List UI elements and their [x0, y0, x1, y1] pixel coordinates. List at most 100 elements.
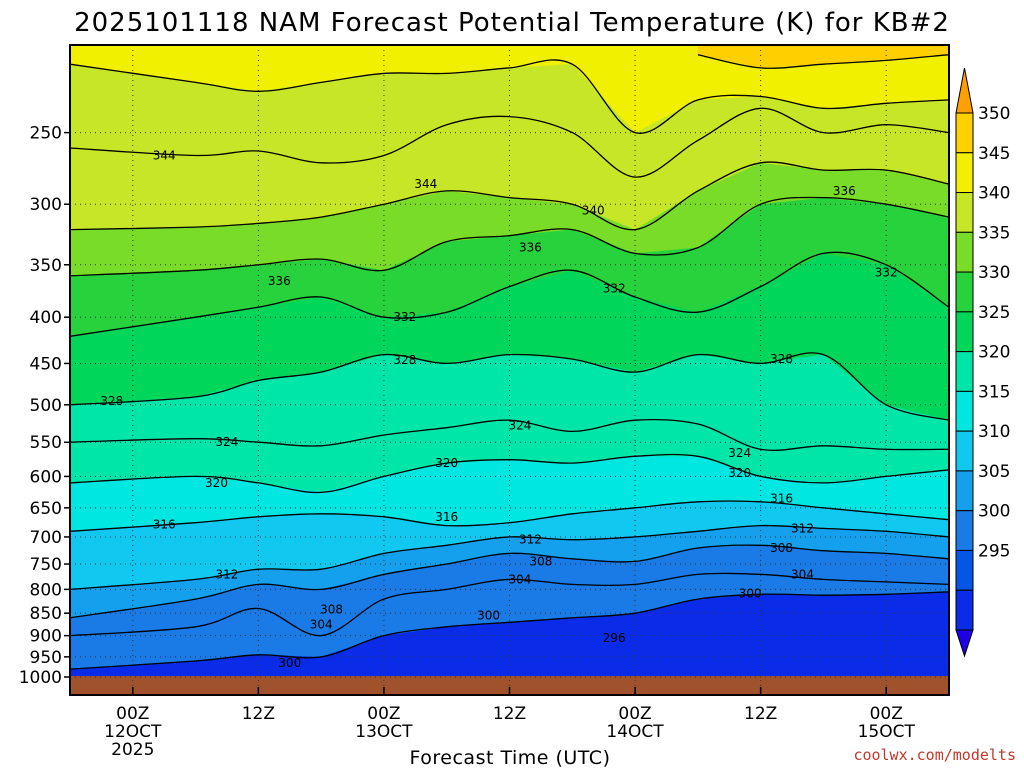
colorbar-label: 295 — [978, 541, 1010, 561]
isentrope-332 — [70, 251, 949, 337]
y-tick-label: 950 — [30, 648, 62, 668]
colorbar-swatch — [955, 351, 974, 392]
y-axis-ticks: 250 300 350 400 450 500 550 600 650 700 750 800 850 9… — [19, 124, 70, 688]
contour-label: 304 — [310, 618, 333, 632]
contour-label: 336 — [833, 184, 856, 198]
y-tick-label: 500 — [30, 396, 62, 416]
y-tick-label: 400 — [30, 308, 62, 328]
colorbar-label: 345 — [978, 144, 1010, 164]
contour-label: 300 — [278, 656, 301, 670]
theta-fill-bands — [70, 45, 949, 695]
isentrope-352 — [697, 54, 949, 69]
contour-label: 332 — [603, 282, 626, 296]
contour-label: 324 — [216, 435, 239, 449]
colorbar-swatch — [955, 311, 974, 353]
x-tick-label: 12OCT — [104, 722, 162, 742]
contour-label: 304 — [791, 567, 814, 581]
contour-label: 296 — [603, 631, 626, 645]
contour-label: 300 — [739, 586, 762, 600]
contour-label: 312 — [519, 533, 542, 547]
contour-label: 308 — [320, 602, 343, 616]
contour-label: 312 — [216, 567, 239, 581]
colorbar-label: 300 — [978, 502, 1010, 522]
colorbar-label: 340 — [978, 184, 1010, 204]
colorbar-swatch — [955, 470, 974, 512]
colorbar-label: 305 — [978, 462, 1010, 482]
y-tick-label: 700 — [30, 528, 62, 548]
chart-title: 2025101118 NAM Forecast Potential Temper… — [74, 8, 950, 38]
x-tick-label: 00Z — [870, 704, 903, 724]
y-tick-label: 550 — [30, 433, 62, 453]
colorbar-bottom-arrow — [955, 629, 974, 658]
contour-label: 300 — [477, 608, 500, 622]
contour-label: 316 — [770, 492, 793, 506]
contour-label: 312 — [791, 521, 814, 535]
isentrope-contours — [70, 54, 949, 670]
contour-label: 324 — [509, 418, 532, 432]
colorbar-label: 310 — [978, 422, 1010, 442]
y-tick-label: 450 — [30, 354, 62, 374]
colorbar-swatch — [955, 430, 974, 472]
colorbar-label: 325 — [978, 303, 1010, 323]
y-tick-label: 750 — [30, 555, 62, 575]
y-tick-label: 800 — [30, 580, 62, 600]
isentrope-320 — [70, 453, 949, 494]
fill-band-348 — [70, 45, 949, 133]
isentrope-348 — [70, 59, 949, 134]
x-tick-label: 13OCT — [355, 722, 413, 742]
y-tick-label: 250 — [30, 124, 62, 144]
contour-label: 320 — [728, 466, 751, 480]
x-tick-label: 14OCT — [606, 722, 664, 742]
contour-label: 344 — [414, 177, 437, 191]
isentrope-308 — [70, 544, 949, 619]
isentrope-328 — [70, 352, 949, 421]
colorbar-top-arrow — [955, 67, 974, 114]
x-tick-label: 12Z — [493, 704, 526, 724]
y-tick-label: 1000 — [19, 668, 62, 688]
contour-label: 320 — [435, 456, 458, 470]
contour-label: 336 — [519, 241, 542, 255]
colorbar-swatch — [955, 390, 974, 432]
colorbar-label: 335 — [978, 223, 1010, 243]
contour-label: 308 — [529, 554, 552, 568]
contour-label: 316 — [435, 510, 458, 524]
contour-label: 328 — [100, 394, 123, 408]
contour-label: 328 — [770, 352, 793, 366]
colorbar-label: 330 — [978, 263, 1010, 283]
colorbar-label: 350 — [978, 104, 1010, 124]
contour-labels: 344 344 340 336 336 336 332 332 332 328 328 328 324 3… — [100, 149, 897, 671]
isentrope-336 — [70, 196, 949, 277]
isentrope-300 — [70, 591, 949, 670]
contour-label: 340 — [582, 204, 605, 218]
contour-label: 332 — [393, 310, 416, 324]
y-tick-label: 850 — [30, 604, 62, 624]
x-axis-label: Forecast Time (UTC) — [410, 747, 611, 768]
contour-label: 332 — [875, 266, 898, 280]
contour-label: 336 — [268, 274, 291, 288]
colorbar-swatch — [955, 192, 974, 233]
credit-text: coolwx.com/modelts — [853, 746, 1016, 764]
isentrope-344 — [70, 107, 949, 178]
y-tick-label: 350 — [30, 256, 62, 276]
isentrope-312 — [70, 524, 949, 591]
contour-label: 316 — [153, 517, 176, 531]
contour-label: 324 — [728, 446, 751, 460]
y-tick-label: 600 — [30, 467, 62, 487]
colorbar-swatch — [955, 589, 974, 631]
x-tick-label: 00Z — [367, 704, 400, 724]
contour-label: 320 — [205, 476, 228, 490]
contour-label: 308 — [770, 541, 793, 555]
colorbar-label: 320 — [978, 343, 1010, 363]
colorbar-swatch — [955, 549, 974, 591]
isentrope-316 — [70, 500, 949, 532]
colorbar-swatch — [955, 152, 974, 194]
isentrope-340 — [70, 161, 949, 231]
x-tick-label: 12Z — [744, 704, 777, 724]
x-tick-label: 2025 — [111, 740, 154, 760]
colorbar: 350 345 340 335 330 325 320 315 310 305 300 295 — [955, 67, 1010, 658]
contour-label: 344 — [153, 149, 176, 163]
x-tick-label: 00Z — [116, 704, 149, 724]
contour-label: 328 — [393, 353, 416, 367]
